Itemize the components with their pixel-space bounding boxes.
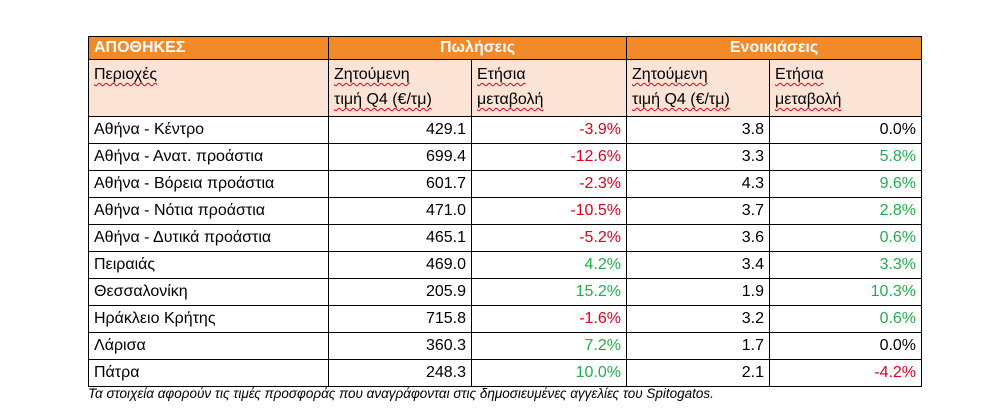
table-row: Αθήνα - Δυτικά προάστια 465.1 -5.2% 3.6 0.6% [88, 224, 923, 252]
rent-price-column-header: Ζητούμενη τιμή Q4 (€/τμ) [626, 59, 771, 117]
area-cell: Αθήνα - Νότια προάστια [88, 197, 329, 225]
rent-price-label-line1: Ζητούμενη [632, 66, 708, 83]
rent-price-cell: 3.7 [626, 197, 771, 225]
area-cell: Αθήνα - Δυτικά προάστια [88, 224, 329, 252]
sales-price-label-line2: τιμή Q4 (€/τμ) [334, 91, 432, 108]
table-row: Πειραιάς 469.0 4.2% 3.4 3.3% [88, 251, 923, 279]
sales-price-column-header: Ζητούμενη τιμή Q4 (€/τμ) [328, 59, 472, 117]
table-row: Λάρισα 360.3 7.2% 1.7 0.0% [88, 332, 923, 360]
rent-change-cell: 2.8% [769, 197, 923, 225]
rent-price-cell: 3.4 [626, 251, 771, 279]
sales-price-label-line1: Ζητούμενη [334, 66, 410, 83]
table-row: Πάτρα 248.3 10.0% 2.1 -4.2% [88, 359, 923, 387]
table-row: Θεσσαλονίκη 205.9 15.2% 1.9 10.3% [88, 278, 923, 306]
rent-change-column-header: Ετήσια μεταβολή [769, 59, 923, 117]
rent-change-cell: 10.3% [769, 278, 923, 306]
table-row: Ηράκλειο Κρήτης 715.8 -1.6% 3.2 0.6% [88, 305, 923, 333]
rent-price-label-line2: τιμή Q4 (€/τμ) [632, 91, 730, 108]
area-cell: Αθήνα - Κέντρο [88, 116, 329, 144]
sales-change-column-header: Ετήσια μεταβολή [470, 59, 628, 117]
rent-change-cell: 0.0% [769, 116, 923, 144]
rent-change-cell: 5.8% [769, 143, 923, 171]
rentals-group-header: Ενοικιάσεις [626, 36, 923, 60]
sales-change-label-line2: μεταβολή [477, 91, 544, 108]
sale-change-cell: -2.3% [470, 170, 628, 198]
rent-change-cell: 0.6% [769, 224, 923, 252]
sales-change-label-line1: Ετήσια [477, 66, 526, 83]
rent-change-label-line2: μεταβολή [775, 91, 842, 108]
sale-change-cell: -10.5% [470, 197, 628, 225]
rent-price-cell: 1.7 [626, 332, 771, 360]
rent-change-cell: 3.3% [769, 251, 923, 279]
areas-label: Περιοχές [94, 66, 158, 83]
rent-change-cell: 0.0% [769, 332, 923, 360]
rent-change-cell: -4.2% [769, 359, 923, 387]
area-cell: Αθήνα - Ανατ. προάστια [88, 143, 329, 171]
sale-change-cell: 4.2% [470, 251, 628, 279]
area-cell: Αθήνα - Βόρεια προάστια [88, 170, 329, 198]
sale-price-cell: 360.3 [328, 332, 472, 360]
sale-change-cell: 10.0% [470, 359, 628, 387]
sale-price-cell: 715.8 [328, 305, 472, 333]
rent-change-cell: 0.6% [769, 305, 923, 333]
rent-price-cell: 3.6 [626, 224, 771, 252]
sale-price-cell: 248.3 [328, 359, 472, 387]
subheader-row: Περιοχές Ζητούμενη τιμή Q4 (€/τμ) Ετήσια… [88, 59, 923, 117]
table-body: ΑΠΟΘΗΚΕΣ Πωλήσεις Ενοικιάσεις Περιοχές Ζ… [88, 36, 923, 387]
table-row: Αθήνα - Κέντρο 429.1 -3.9% 3.8 0.0% [88, 116, 923, 144]
warehouse-price-table: ΑΠΟΘΗΚΕΣ Πωλήσεις Ενοικιάσεις Περιοχές Ζ… [88, 36, 923, 387]
sale-price-cell: 429.1 [328, 116, 472, 144]
area-cell: Λάρισα [88, 332, 329, 360]
sale-change-cell: -1.6% [470, 305, 628, 333]
area-cell: Πάτρα [88, 359, 329, 387]
rent-change-label-line1: Ετήσια [775, 66, 824, 83]
table-title: ΑΠΟΘΗΚΕΣ [88, 36, 329, 60]
header-row: ΑΠΟΘΗΚΕΣ Πωλήσεις Ενοικιάσεις [88, 36, 923, 60]
sale-price-cell: 465.1 [328, 224, 472, 252]
rent-change-cell: 9.6% [769, 170, 923, 198]
rent-price-cell: 3.2 [626, 305, 771, 333]
sale-change-cell: -3.9% [470, 116, 628, 144]
sale-change-cell: -5.2% [470, 224, 628, 252]
sales-group-header: Πωλήσεις [327, 36, 628, 60]
area-cell: Πειραιάς [88, 251, 329, 279]
rent-price-cell: 2.1 [626, 359, 771, 387]
sale-price-cell: 205.9 [328, 278, 472, 306]
areas-column-header: Περιοχές [88, 59, 329, 117]
sale-price-cell: 601.7 [328, 170, 472, 198]
rent-price-cell: 3.3 [626, 143, 771, 171]
area-cell: Θεσσαλονίκη [88, 278, 329, 306]
sale-change-cell: 7.2% [470, 332, 628, 360]
table-row: Αθήνα - Βόρεια προάστια 601.7 -2.3% 4.3 9.6% [88, 170, 923, 198]
table-row: Αθήνα - Νότια προάστια 471.0 -10.5% 3.7 2.8% [88, 197, 923, 225]
sale-price-cell: 699.4 [328, 143, 472, 171]
footnote: Τα στοιχεία αφορούν τις τιμές προσφοράς … [88, 386, 714, 401]
area-cell: Ηράκλειο Κρήτης [88, 305, 329, 333]
rent-price-cell: 4.3 [626, 170, 771, 198]
rent-price-cell: 1.9 [626, 278, 771, 306]
sale-price-cell: 471.0 [328, 197, 472, 225]
sale-price-cell: 469.0 [328, 251, 472, 279]
sale-change-cell: -12.6% [470, 143, 628, 171]
sale-change-cell: 15.2% [470, 278, 628, 306]
rent-price-cell: 3.8 [626, 116, 771, 144]
table-row: Αθήνα - Ανατ. προάστια 699.4 -12.6% 3.3 5.8% [88, 143, 923, 171]
